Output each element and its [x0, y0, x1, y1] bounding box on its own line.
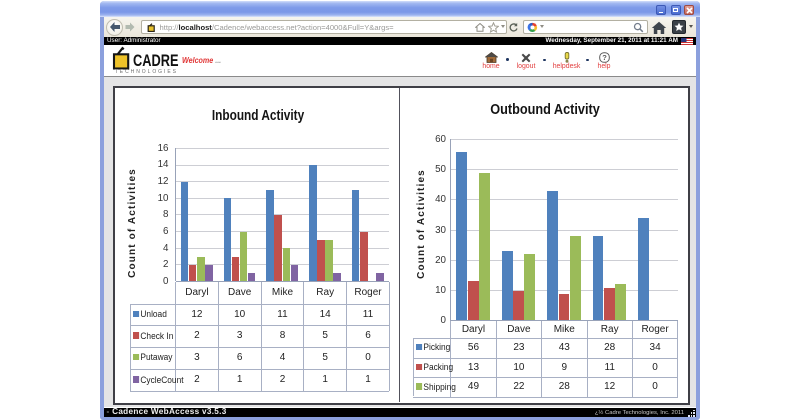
svg-text:?: ? [602, 53, 607, 62]
